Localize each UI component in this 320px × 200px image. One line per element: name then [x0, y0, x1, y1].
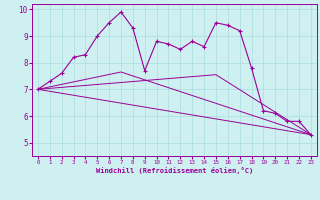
- X-axis label: Windchill (Refroidissement éolien,°C): Windchill (Refroidissement éolien,°C): [96, 167, 253, 174]
